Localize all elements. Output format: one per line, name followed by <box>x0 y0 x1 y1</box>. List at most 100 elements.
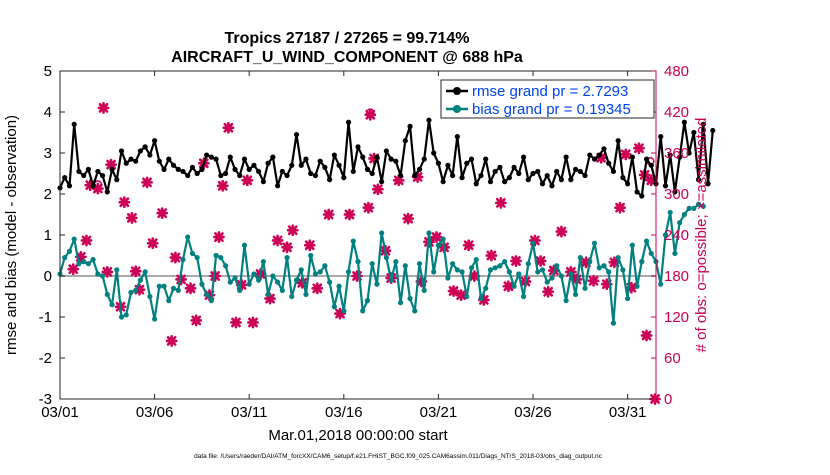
rmse-point <box>596 152 602 158</box>
rmse-point <box>506 175 512 181</box>
bias-point <box>364 298 371 304</box>
bias-point <box>397 300 404 306</box>
bias-point <box>256 277 262 283</box>
bias-point <box>568 271 574 277</box>
bias-point <box>345 269 352 275</box>
obs-assimilated-marker <box>203 289 216 302</box>
rmse-point <box>322 164 328 170</box>
obs-possible-marker <box>366 108 375 117</box>
x-tick-label: 03/06 <box>136 404 174 421</box>
obs-assimilated-marker <box>281 241 293 254</box>
rmse-point <box>705 181 711 187</box>
legend-rmse-label: rmse grand pr = 2.7293 <box>472 83 628 100</box>
y-tick-label-right: 360 <box>664 145 689 162</box>
rmse-point <box>251 162 257 168</box>
obs-assimilated-marker <box>619 148 632 161</box>
rmse-point <box>601 146 607 152</box>
obs-assimilated-marker <box>600 278 613 291</box>
obs-assimilated-marker <box>580 256 592 269</box>
bias-point <box>440 236 446 242</box>
bias-point <box>166 298 172 304</box>
bias-point <box>81 259 87 265</box>
bias-point <box>279 287 285 293</box>
obs-assimilated-marker <box>625 281 638 294</box>
rmse-point <box>643 156 650 162</box>
obs-assimilated-marker <box>222 121 235 134</box>
bias-point <box>213 252 219 259</box>
rmse-point <box>450 172 456 179</box>
rmse-point <box>648 162 654 168</box>
obs-assimilated-marker <box>534 255 547 267</box>
rmse-point <box>137 148 144 154</box>
obs-assimilated-marker <box>392 174 405 187</box>
bias-point <box>265 291 271 298</box>
rmse-point <box>677 154 683 160</box>
bias-point <box>421 287 427 293</box>
obs-assimilated-marker <box>447 285 460 297</box>
bias-point <box>232 275 238 281</box>
rmse-point <box>587 152 593 158</box>
bias-point <box>369 261 375 267</box>
rmse-point <box>312 172 319 179</box>
obs-assimilated-marker <box>529 234 541 247</box>
bias-point <box>572 291 579 298</box>
obs-assimilated-marker <box>296 276 309 289</box>
rmse-point <box>133 158 139 164</box>
bias-point <box>142 269 148 275</box>
plot-area <box>60 71 656 399</box>
bias-point <box>312 271 319 277</box>
rmse-point <box>539 181 546 187</box>
bias-point <box>445 275 451 281</box>
rmse-point <box>341 175 347 181</box>
bias-point <box>672 250 678 257</box>
y-tick-label-left: 2 <box>44 186 52 203</box>
rmse-point <box>397 172 404 179</box>
rmse-point <box>483 156 489 162</box>
legend-box <box>440 79 655 119</box>
bias-point <box>170 285 177 291</box>
bias-series <box>57 201 706 326</box>
rmse-point <box>350 168 356 175</box>
bias-point <box>700 203 706 209</box>
bias-point <box>596 265 602 271</box>
rmse-point <box>492 168 498 175</box>
bias-point <box>677 220 683 226</box>
rmse-point <box>634 189 640 195</box>
bias-point <box>610 320 617 326</box>
legend-rmse-marker <box>453 87 461 95</box>
bias-point <box>487 267 494 273</box>
rmse-point <box>345 119 352 125</box>
y-tick-label-right: 60 <box>664 350 681 367</box>
rmse-point <box>667 152 673 158</box>
y-tick-label-left: 0 <box>44 268 52 285</box>
obs-assimilated-marker <box>247 316 259 329</box>
y-tick-label-right: 420 <box>664 104 689 121</box>
legend: rmse grand pr = 2.7293 bias grand pr = 0… <box>440 79 655 119</box>
obs-assimilated-marker <box>175 273 187 286</box>
x-tick-label: 03/21 <box>420 404 458 421</box>
bias-point <box>393 259 399 265</box>
rmse-series <box>57 117 716 199</box>
rmse-point <box>464 160 470 166</box>
obs-assimilated-marker <box>235 278 248 291</box>
bias-point <box>133 287 139 293</box>
bias-point <box>350 238 356 244</box>
x-axis-label: Mar.01,2018 00:00:00 start <box>268 427 448 444</box>
rmse-point <box>473 181 479 187</box>
rmse-point <box>686 150 692 156</box>
bias-point <box>71 236 77 242</box>
bias-point <box>497 263 503 269</box>
bias-point <box>681 211 687 218</box>
bias-point <box>66 248 73 254</box>
rmse-point <box>369 170 375 177</box>
obs-assimilated-marker <box>105 158 117 171</box>
bias-point <box>629 242 635 248</box>
bias-point <box>383 254 389 261</box>
bias-point <box>435 242 442 248</box>
bias-point <box>85 261 91 267</box>
rmse-point <box>487 179 494 185</box>
rmse-point <box>625 181 631 187</box>
rmse-point <box>459 175 465 181</box>
rmse-point <box>681 119 687 125</box>
